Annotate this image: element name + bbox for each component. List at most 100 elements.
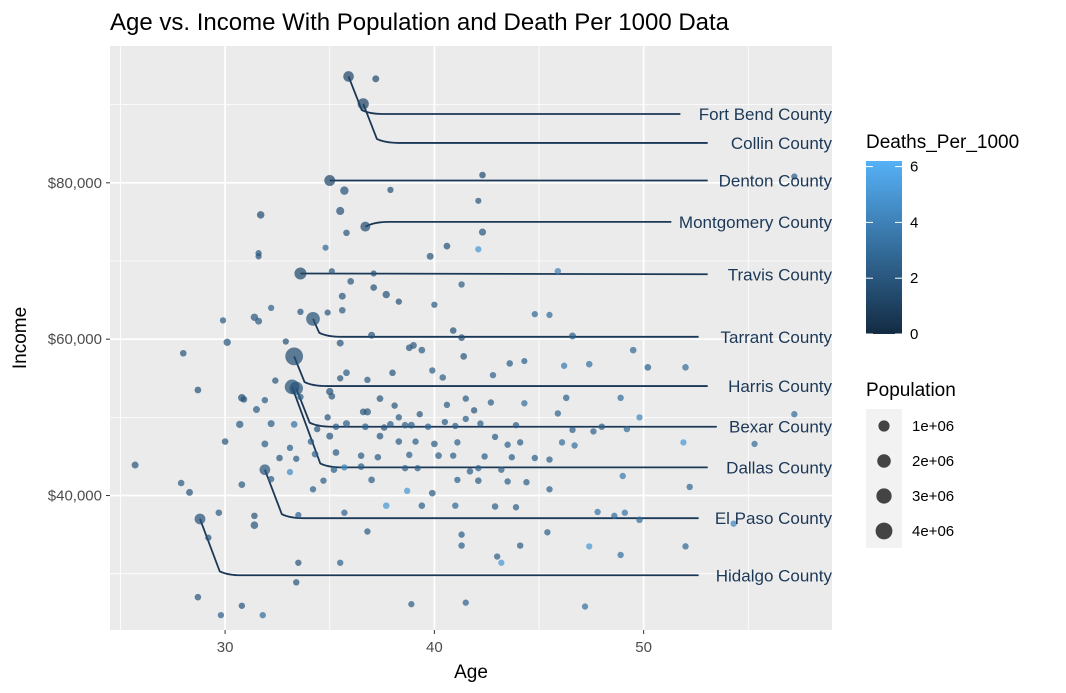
x-tick-label: 40 (426, 639, 443, 656)
county-point (487, 399, 495, 406)
county-point (267, 304, 275, 312)
county-point (431, 301, 438, 308)
county-point (401, 421, 409, 429)
county-point (594, 508, 601, 516)
county-point (569, 332, 576, 340)
county-point (506, 360, 514, 367)
county-point (255, 317, 263, 325)
county-point (391, 402, 398, 409)
leader-line (362, 103, 708, 144)
county-point (412, 438, 419, 445)
county-point (261, 440, 269, 448)
county-point (324, 309, 331, 316)
leader-line (293, 356, 708, 387)
county-point (560, 362, 568, 369)
county-label: Travis County (728, 265, 833, 284)
county-point (297, 393, 304, 401)
county-point (282, 338, 289, 345)
county-point (462, 415, 469, 423)
county-point (454, 439, 461, 446)
county-point (339, 306, 346, 314)
labeled-county-point (357, 98, 369, 110)
county-point (569, 426, 576, 434)
county-point (686, 483, 693, 491)
county-point (516, 542, 524, 549)
county-label: Harris County (728, 377, 832, 396)
county-point (586, 543, 593, 550)
county-point (194, 593, 202, 601)
county-point (450, 452, 457, 459)
county-point (623, 425, 631, 433)
county-point (261, 396, 269, 404)
axis-ticks: 30 40 50 $40,000 $60,000 $80,000 (48, 175, 652, 656)
county-point (387, 421, 394, 428)
county-point (682, 543, 689, 550)
county-point (357, 463, 365, 470)
county-point (267, 420, 275, 428)
county-point (395, 414, 402, 421)
labeled-county-point (284, 379, 300, 395)
county-point (205, 534, 212, 541)
x-tick-label: 30 (217, 639, 234, 656)
county-point (460, 353, 468, 360)
county-label: Denton County (719, 171, 833, 190)
county-point (491, 503, 499, 510)
county-point (680, 439, 687, 446)
county-point (590, 428, 597, 435)
county-point (611, 512, 618, 520)
size-legend-key (878, 420, 890, 432)
size-legend-label: 3e+06 (912, 488, 954, 505)
county-point (403, 487, 411, 495)
county-point (337, 559, 344, 566)
county-point (405, 344, 413, 352)
county-point (621, 509, 629, 516)
county-point (791, 173, 798, 180)
county-point (458, 334, 465, 341)
county-point (598, 423, 606, 431)
county-point (389, 369, 396, 377)
county-point (223, 338, 231, 346)
county-point (131, 461, 139, 469)
county-point (179, 349, 187, 357)
county-point (215, 509, 223, 517)
county-label: Tarrant County (721, 328, 833, 347)
county-point (449, 327, 457, 334)
county-point (558, 439, 566, 446)
county-point (554, 410, 562, 417)
county-point (374, 453, 382, 461)
county-point (376, 432, 384, 440)
county-point (240, 396, 248, 403)
color-legend-label: 4 (910, 214, 918, 231)
county-point (418, 502, 426, 509)
county-point (523, 479, 530, 486)
county-point (368, 476, 375, 484)
y-tick-label: $40,000 (48, 488, 102, 505)
county-point (251, 512, 258, 520)
county-point (342, 420, 350, 428)
county-point (424, 423, 432, 431)
county-point (730, 520, 737, 527)
county-point (343, 369, 350, 377)
county-point (629, 346, 637, 354)
county-point (250, 521, 259, 530)
county-point (441, 418, 449, 426)
county-point (341, 509, 348, 516)
county-point (512, 421, 520, 429)
county-point (475, 197, 482, 204)
color-legend: Deaths_Per_1000 0 2 4 6 (866, 132, 1019, 343)
county-point (328, 392, 336, 400)
county-point (617, 394, 624, 402)
county-point (328, 268, 335, 275)
county-point (313, 425, 321, 433)
county-point (337, 375, 344, 382)
county-point (429, 367, 436, 374)
county-point (267, 475, 275, 483)
county-point (682, 364, 689, 371)
labeled-county-point (259, 464, 271, 476)
county-point (286, 468, 294, 476)
county-point (370, 284, 377, 291)
county-point (431, 440, 438, 448)
labeled-county-point (360, 221, 371, 232)
